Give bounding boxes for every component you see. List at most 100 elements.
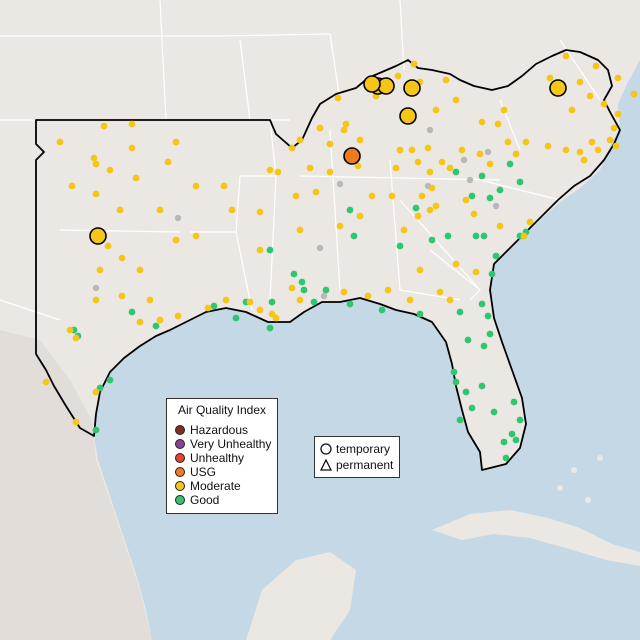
- legend-label: permanent: [336, 458, 394, 472]
- moderate-monitor: [614, 74, 622, 82]
- region-boundary: [35, 49, 621, 471]
- moderate-monitor: [96, 266, 104, 274]
- good-monitor: [456, 416, 464, 424]
- good-monitor: [464, 336, 472, 344]
- state-border: [399, 199, 481, 291]
- moderate-monitor: [458, 146, 466, 154]
- moderate-monitor: [526, 218, 534, 226]
- legend-label: Unhealthy: [190, 451, 245, 465]
- moderate-monitor: [546, 74, 554, 82]
- moderate-monitor: [172, 138, 180, 146]
- moderate-monitor: [610, 124, 618, 132]
- moderate-monitor: [156, 316, 164, 324]
- monitor-markers: [42, 52, 638, 462]
- good-monitor: [512, 436, 520, 444]
- legend-label: Moderate: [190, 479, 241, 493]
- state-border: [59, 229, 181, 233]
- moderate-monitor: [522, 138, 530, 146]
- island: [597, 455, 603, 461]
- circle-icon: [320, 443, 332, 455]
- moderate-monitor: [568, 106, 576, 114]
- no-data-monitor: [466, 176, 474, 184]
- moderate-monitor: [504, 138, 512, 146]
- moderate-monitor: [296, 136, 304, 144]
- good-monitor: [444, 232, 452, 240]
- moderate-monitor: [336, 222, 344, 230]
- good-monitor: [210, 302, 218, 310]
- good-monitor: [516, 178, 524, 186]
- legend-label: USG: [190, 465, 217, 479]
- moderate-monitor: [446, 164, 454, 172]
- good-monitor: [484, 312, 492, 320]
- temporary-moderate-monitor: [363, 75, 381, 93]
- moderate-monitor: [128, 144, 136, 152]
- moderate-monitor: [288, 144, 296, 152]
- state-border: [0, 299, 61, 321]
- moderate-monitor: [256, 306, 264, 314]
- moderate-monitor: [132, 174, 140, 182]
- moderate-monitor: [432, 202, 440, 210]
- moderate-monitor: [72, 334, 80, 342]
- state-border: [429, 249, 481, 301]
- good-monitor: [506, 160, 514, 168]
- no-data-monitor: [426, 126, 434, 134]
- moderate-monitor: [442, 76, 450, 84]
- moderate-monitor: [594, 146, 602, 154]
- moderate-monitor: [334, 94, 342, 102]
- unhealthy-swatch: [175, 453, 185, 463]
- moderate-monitor: [266, 166, 274, 174]
- moderate-monitor: [388, 192, 396, 200]
- good-monitor: [490, 408, 498, 416]
- moderate-monitor: [476, 150, 484, 158]
- moderate-monitor: [428, 184, 436, 192]
- moderate-monitor: [406, 296, 414, 304]
- region-outline: [35, 49, 621, 471]
- moderate-monitor: [92, 296, 100, 304]
- moderate-monitor: [462, 196, 470, 204]
- good-monitor: [510, 398, 518, 406]
- moderate-monitor: [106, 166, 114, 174]
- moderate-monitor: [356, 136, 364, 144]
- moderate-monitor: [600, 100, 608, 108]
- moderate-monitor: [416, 266, 424, 274]
- moderate-monitor: [562, 52, 570, 60]
- state-border: [235, 231, 253, 311]
- moderate-monitor: [72, 418, 80, 426]
- good-monitor: [350, 232, 358, 240]
- moderate-monitor: [396, 146, 404, 154]
- moderate-monitor: [268, 310, 276, 318]
- moderate-monitor: [354, 162, 362, 170]
- good-monitor: [152, 322, 160, 330]
- legend-label: Very Unhealthy: [190, 437, 272, 451]
- moderate-monitor: [172, 236, 180, 244]
- moderate-monitor: [446, 296, 454, 304]
- good-monitor: [322, 286, 330, 294]
- moderate-monitor: [136, 318, 144, 326]
- hazardous-swatch: [175, 425, 185, 435]
- moderate-monitor: [630, 90, 638, 98]
- good-monitor: [462, 388, 470, 396]
- moderate-monitor: [136, 266, 144, 274]
- moderate-monitor: [418, 192, 426, 200]
- good-monitor: [486, 194, 494, 202]
- good-monitor: [412, 204, 420, 212]
- legend-item-hazardous: Hazardous: [175, 423, 248, 437]
- legend-label: temporary: [336, 442, 391, 456]
- good-monitor: [346, 300, 354, 308]
- moderate-monitor: [312, 188, 320, 196]
- moderate-monitor: [42, 378, 50, 386]
- very-unhealthy-swatch: [175, 439, 185, 449]
- good-monitor: [378, 306, 386, 314]
- usg-swatch: [175, 467, 185, 477]
- no-data-monitor: [92, 284, 100, 292]
- state-border: [0, 33, 331, 37]
- moderate-monitor: [128, 120, 136, 128]
- good-monitor: [508, 430, 516, 438]
- moderate-monitor: [586, 92, 594, 100]
- state-border: [389, 159, 401, 291]
- moderate-monitor: [164, 158, 172, 166]
- temporary-moderate-monitor: [89, 227, 107, 245]
- moderate-monitor: [306, 164, 314, 172]
